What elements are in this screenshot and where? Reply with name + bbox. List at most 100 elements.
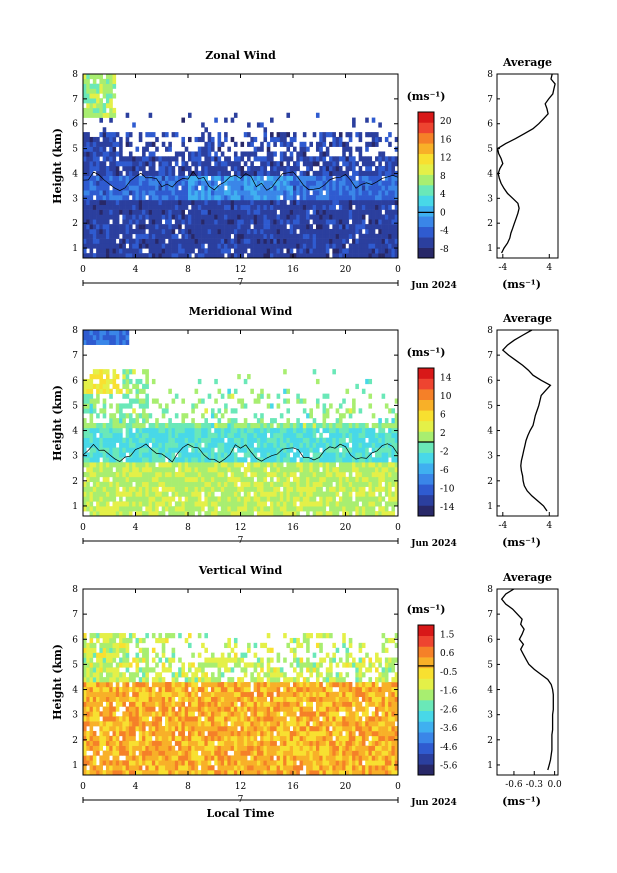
heatmap-cell <box>338 462 343 468</box>
heatmap-cell <box>243 190 248 196</box>
heatmap-cell <box>132 253 136 259</box>
heatmap-cell <box>102 408 107 414</box>
heatmap-cell <box>371 228 376 235</box>
heatmap-cell <box>273 233 277 239</box>
heatmap-cell <box>319 471 323 478</box>
heatmap-cell <box>194 491 199 497</box>
heatmap-cell <box>217 185 222 191</box>
heatmap-cell <box>138 696 143 702</box>
heatmap-cell <box>165 253 169 259</box>
heatmap-cell <box>302 248 307 254</box>
heatmap-cell <box>86 467 90 473</box>
heatmap-cell <box>105 716 110 722</box>
heatmap-cell <box>296 204 300 210</box>
heatmap-cell <box>83 745 87 751</box>
heatmap-cell <box>148 151 153 157</box>
heatmap-cell <box>201 224 205 230</box>
heatmap-cell <box>253 427 258 434</box>
heatmap-cell <box>266 491 271 497</box>
heatmap-cell <box>253 486 258 492</box>
heatmap-cell <box>112 716 117 722</box>
heatmap-cell <box>273 253 277 259</box>
heatmap-cell <box>168 190 172 196</box>
heatmap-cell <box>86 195 90 201</box>
heatmap-cell <box>171 228 176 235</box>
heatmap-cell <box>309 175 313 181</box>
heatmap-cell <box>263 511 268 517</box>
heatmap-cell <box>128 161 133 167</box>
heatmap-cell <box>86 224 90 230</box>
heatmap-cell <box>135 496 140 502</box>
heatmap-cell <box>329 190 333 196</box>
heatmap-cell <box>263 253 268 259</box>
heatmap-cell <box>89 486 94 492</box>
heatmap-cell <box>306 437 310 443</box>
colorbar-tick-label: -2 <box>440 447 449 457</box>
heatmap-cell <box>122 383 126 390</box>
heatmap-cell <box>237 175 241 181</box>
heatmap-cell <box>388 491 392 497</box>
heatmap-cell <box>253 506 258 512</box>
heatmap-cell <box>247 190 251 196</box>
heatmap-cell <box>233 457 238 463</box>
heatmap-cell <box>361 388 366 394</box>
heatmap-cell <box>276 190 281 196</box>
heatmap-cell <box>184 511 189 517</box>
heatmap-cell <box>128 253 133 259</box>
heatmap-cell <box>135 243 140 249</box>
heatmap-cell <box>312 132 317 138</box>
heatmap-cell <box>214 423 218 429</box>
heatmap-cell <box>315 427 320 434</box>
heatmap-cell <box>329 491 333 497</box>
heatmap-cell <box>178 423 182 429</box>
heatmap-cell <box>289 248 294 254</box>
heatmap-cell <box>319 175 323 181</box>
heatmap-cell <box>348 204 353 210</box>
heatmap-cell <box>296 248 300 254</box>
heatmap-cell <box>138 175 143 181</box>
heatmap-cell <box>266 141 271 147</box>
heatmap-cell <box>155 233 159 239</box>
heatmap-cell <box>322 199 327 206</box>
heatmap-cell <box>312 486 317 492</box>
heatmap-cell <box>352 175 356 181</box>
heatmap-cell <box>105 511 110 517</box>
heatmap-cell <box>201 228 205 235</box>
heatmap-cell <box>119 403 123 409</box>
heatmap-cell <box>96 750 100 756</box>
heatmap-cell <box>86 481 90 487</box>
heatmap-cell <box>289 214 294 220</box>
heatmap-cell <box>283 238 287 244</box>
heatmap-cell <box>299 204 304 210</box>
heatmap-cell <box>329 195 333 201</box>
heatmap-cell <box>128 224 133 230</box>
heatmap-cell <box>243 161 248 167</box>
heatmap-cell <box>135 721 140 727</box>
heatmap-cell <box>237 243 241 249</box>
heatmap-cell <box>394 175 399 181</box>
heatmap-cell <box>201 481 205 487</box>
heatmap-cell <box>227 432 231 438</box>
heatmap-cell <box>102 682 107 688</box>
heatmap-cell <box>194 185 199 191</box>
heatmap-cell <box>119 161 123 167</box>
heatmap-cell <box>381 190 386 196</box>
heatmap-cell <box>96 457 100 463</box>
heatmap-cell <box>270 403 274 409</box>
heatmap-cell <box>158 481 163 487</box>
heatmap-cell <box>312 209 317 215</box>
heatmap-cell <box>207 501 212 507</box>
heatmap-cell <box>99 501 103 507</box>
heatmap-cell <box>86 243 90 249</box>
heatmap-cell <box>132 721 136 727</box>
heatmap-cell <box>217 486 222 492</box>
heatmap-cell <box>332 462 336 468</box>
heatmap-cell <box>322 141 327 147</box>
heatmap-cell <box>119 334 123 341</box>
heatmap-cell <box>96 770 100 776</box>
heatmap-cell <box>384 418 389 424</box>
heatmap-cell <box>119 501 123 507</box>
heatmap-cell <box>342 161 346 167</box>
heatmap-cell <box>112 696 117 702</box>
heatmap-cell <box>99 506 103 512</box>
